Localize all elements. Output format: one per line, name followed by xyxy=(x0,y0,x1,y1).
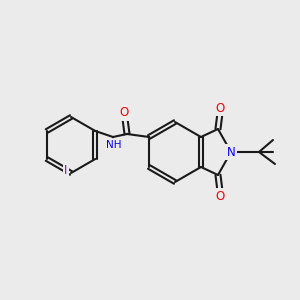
Text: NH: NH xyxy=(106,140,122,150)
Text: O: O xyxy=(119,106,129,119)
Text: I: I xyxy=(64,164,68,176)
Text: N: N xyxy=(226,146,236,158)
Text: O: O xyxy=(215,190,225,202)
Text: O: O xyxy=(215,101,225,115)
